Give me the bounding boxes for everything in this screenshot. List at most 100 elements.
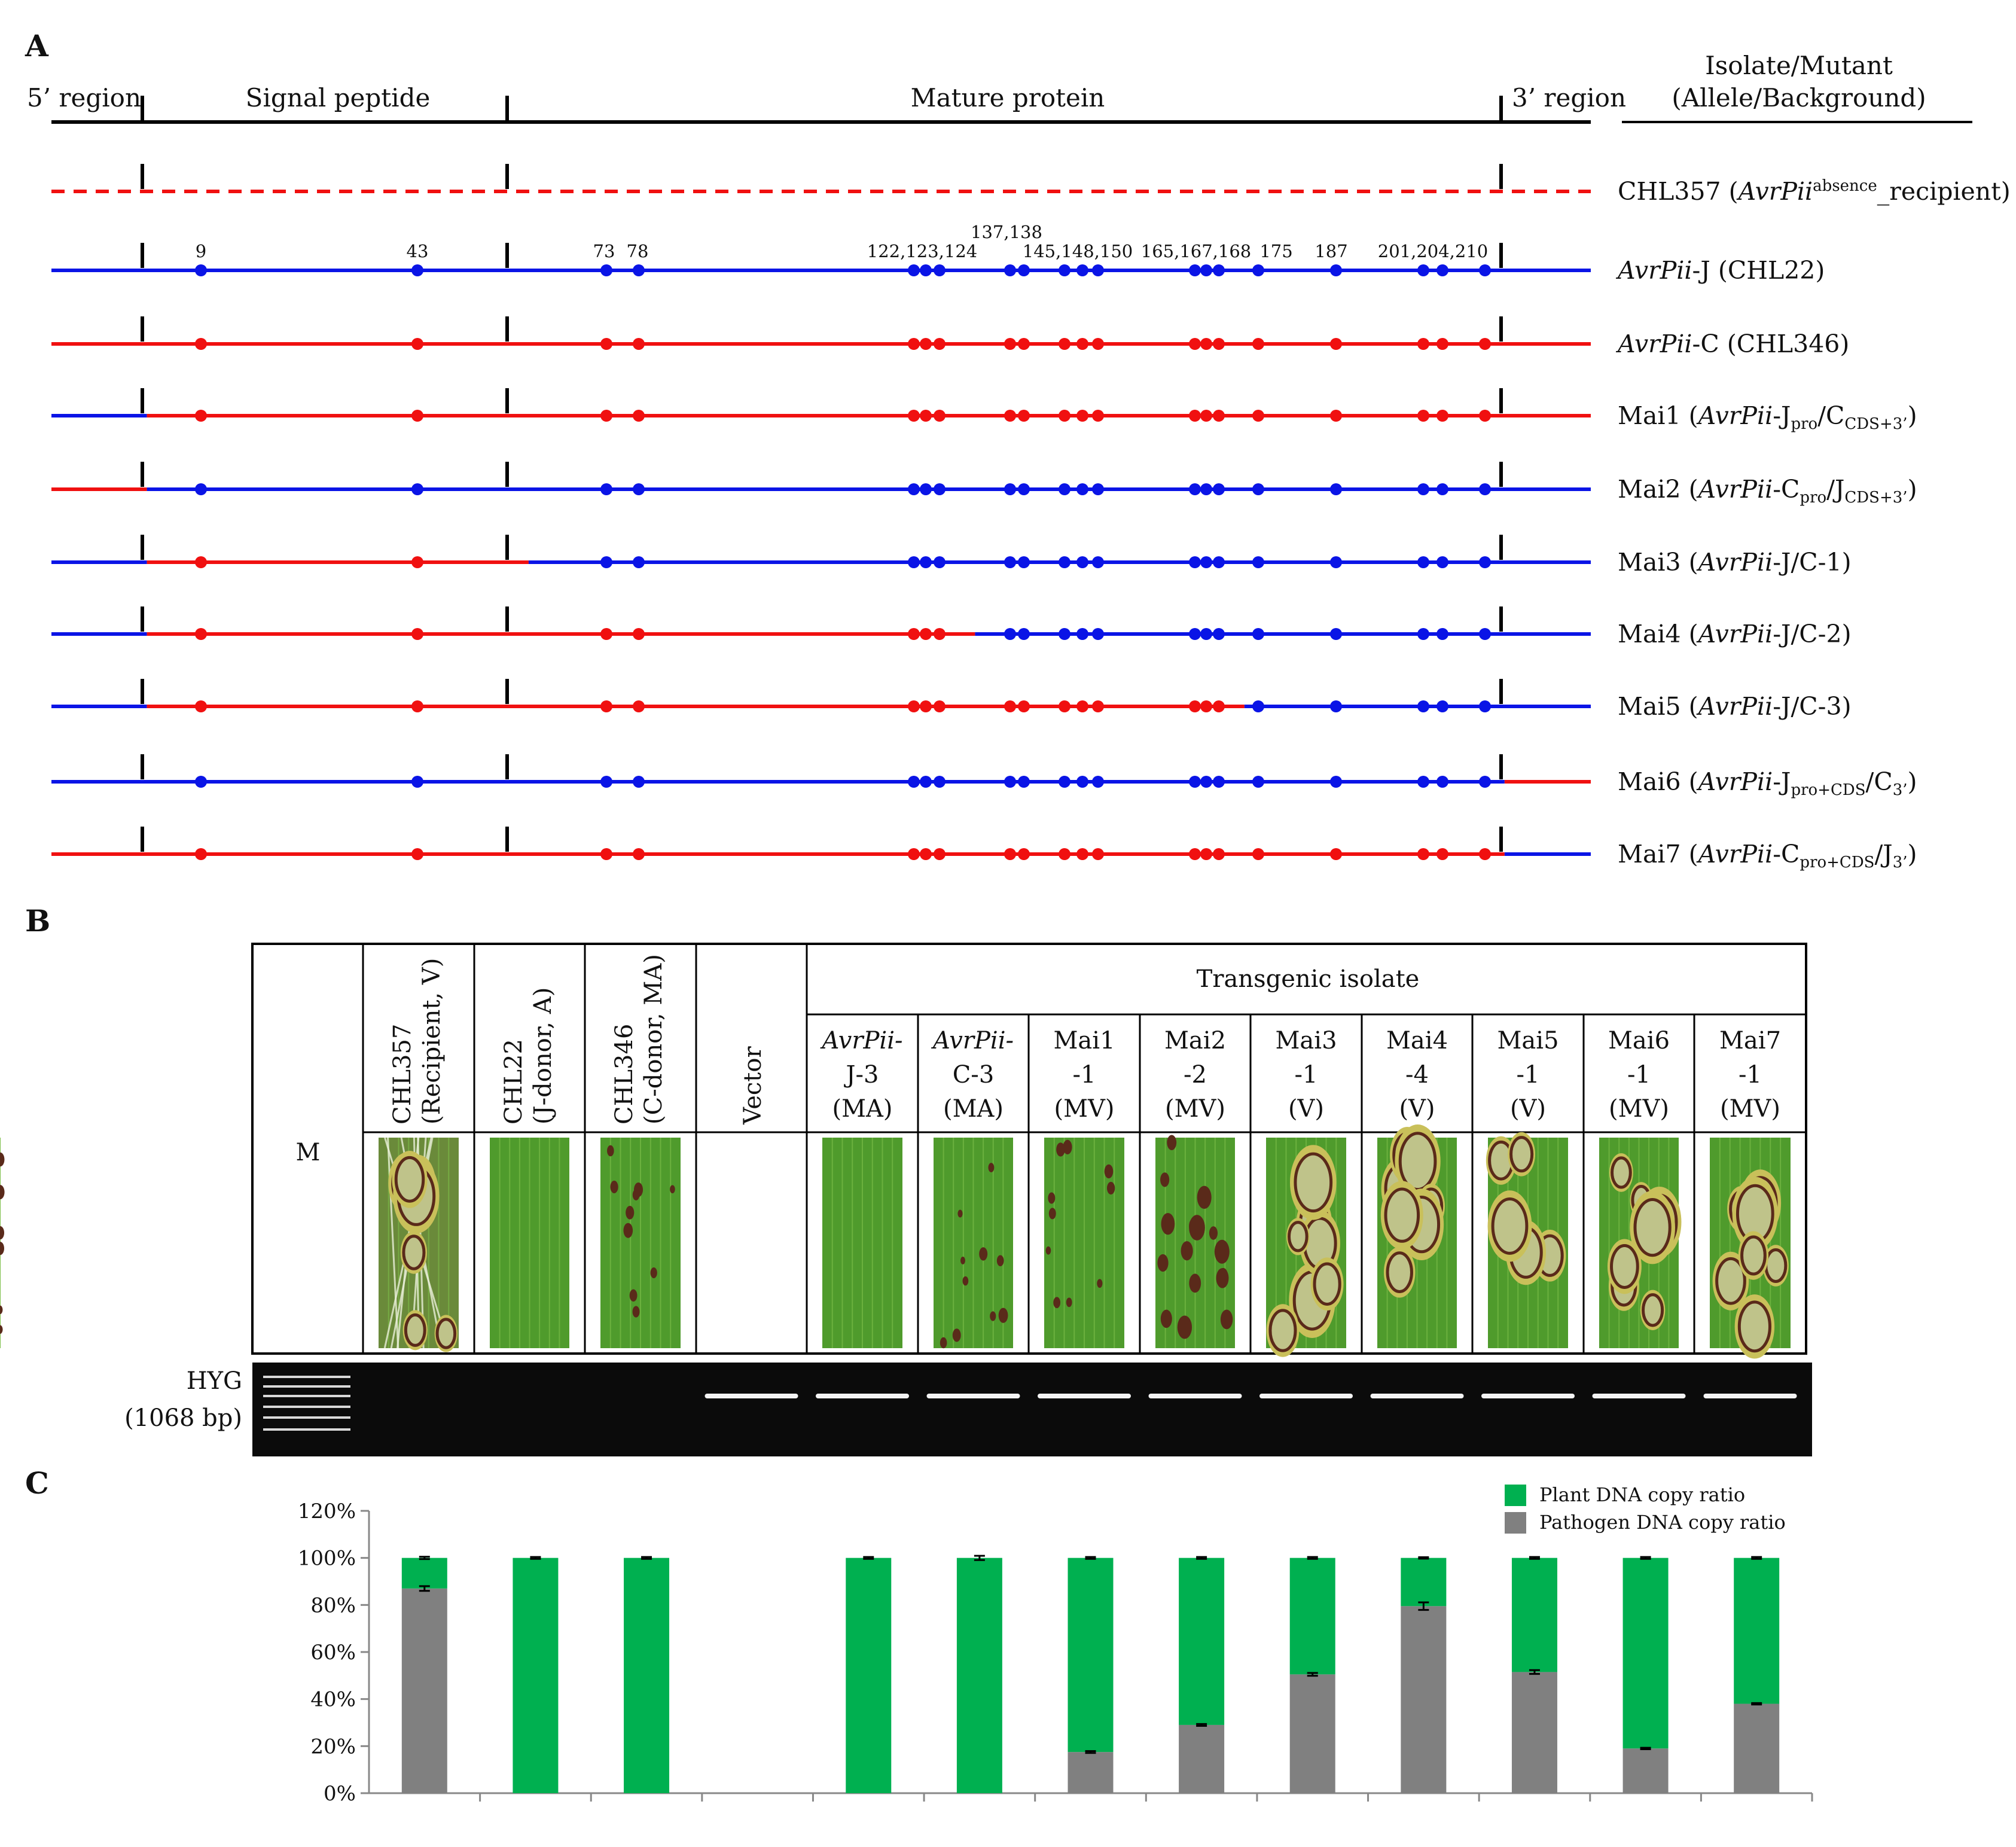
snp-site-dot <box>411 776 423 788</box>
label-part: pro+CDS <box>1791 781 1865 799</box>
bar-plant <box>1068 1558 1114 1752</box>
snp-site-dot <box>1436 410 1448 422</box>
leaf-image <box>1266 1138 1346 1357</box>
snp-site-dot <box>195 776 207 788</box>
col-label-vector: Vector <box>739 1046 767 1125</box>
snp-site-dot <box>1252 556 1264 568</box>
column-label-line: AvrPii- <box>931 1027 1014 1054</box>
lesion <box>626 1206 635 1220</box>
lesion <box>0 1152 5 1167</box>
snp-site-dot <box>1059 776 1070 788</box>
lesion <box>979 1247 988 1261</box>
snp-site-dot <box>633 556 645 568</box>
lesion <box>1167 1135 1177 1150</box>
bar-plant <box>401 1558 447 1589</box>
snp-site-dot <box>908 338 920 350</box>
hyg-band <box>816 1394 909 1398</box>
snp-site-dot <box>1252 848 1264 860</box>
region-mature-protein: Mature protein <box>911 83 1105 112</box>
label-part: AvrPii <box>1696 475 1773 504</box>
lesion <box>1764 1248 1788 1284</box>
y-tick-label: 40% <box>310 1688 356 1712</box>
lesion <box>1509 1136 1534 1173</box>
column-label-line: Mai2 <box>1164 1027 1226 1054</box>
label-part: AvrPii- <box>820 1027 903 1054</box>
lesion <box>960 1257 966 1264</box>
column-label-line: (V) <box>1288 1095 1324 1123</box>
label-part: Mai2 ( <box>1618 475 1698 504</box>
bar-pathogen <box>1622 1748 1669 1793</box>
snp-site-dot <box>1059 483 1070 495</box>
snp-site-dot <box>1076 338 1088 350</box>
snp-site-dot <box>1200 776 1212 788</box>
col-label-chl357-line1: CHL357 <box>389 1024 416 1124</box>
snp-site-dot <box>1479 338 1491 350</box>
leaf-image <box>1155 1135 1235 1348</box>
leaf-image <box>934 1138 1013 1349</box>
snp-site-dot <box>195 556 207 568</box>
lesion <box>1066 1297 1072 1307</box>
allele-row: Mai7 (AvrPii-Cpro+CDS​/J3’​) <box>51 827 1917 871</box>
lesion <box>1045 1246 1051 1255</box>
snp-site-dot <box>1252 410 1264 422</box>
bar-plant <box>1289 1558 1335 1675</box>
snp-site-dot <box>1059 264 1070 276</box>
snp-site-dot <box>1436 776 1448 788</box>
snp-site-dot <box>934 264 946 276</box>
snp-site-dot <box>633 410 645 422</box>
lesion <box>1160 1309 1172 1328</box>
label-part: Mai3 <box>1275 1027 1337 1054</box>
snp-site-dot <box>600 700 612 712</box>
pcr-gel <box>252 1363 1812 1456</box>
bar-group <box>956 1555 1002 1793</box>
lesion <box>1610 1243 1639 1289</box>
lesion <box>1642 1293 1664 1327</box>
allele-row: AvrPii-C (CHL346) <box>51 316 1849 358</box>
bar-pathogen <box>401 1588 447 1793</box>
snp-site-dot <box>1200 556 1212 568</box>
snp-site-dot <box>1330 700 1342 712</box>
snp-site-dot <box>1200 848 1212 860</box>
snp-site-dot <box>920 338 932 350</box>
snp-site-dot <box>1479 700 1491 712</box>
label-part: -1 <box>1295 1061 1318 1089</box>
snp-site-dot <box>600 264 612 276</box>
bar-plant <box>624 1558 670 1793</box>
snp-site-dot <box>1004 848 1016 860</box>
lesion <box>1189 1215 1205 1241</box>
lesion <box>962 1276 969 1286</box>
bar-plant <box>513 1558 559 1793</box>
snp-site-dot <box>934 848 946 860</box>
lesion <box>0 1325 3 1334</box>
lesion <box>1220 1309 1233 1330</box>
snp-site-dot <box>600 848 612 860</box>
column-label-line: Mai5 <box>1497 1027 1558 1054</box>
column-label-line: Mai1 <box>1053 1027 1115 1054</box>
snp-site-dot <box>920 776 932 788</box>
region-signal-peptide: Signal peptide <box>246 83 431 112</box>
lesion <box>1740 1235 1767 1276</box>
snp-site-dot <box>1330 776 1342 788</box>
leaf-image <box>1486 1132 1568 1348</box>
label-part: 3’ <box>1893 854 1908 871</box>
lesion <box>988 1163 995 1172</box>
site-label: 43 <box>407 241 429 261</box>
lesion <box>1063 1139 1072 1154</box>
y-tick-label: 60% <box>310 1641 356 1665</box>
phenotype-table-grid <box>251 943 1807 1355</box>
lesion <box>998 1307 1008 1323</box>
site-label: 73 <box>593 241 615 261</box>
bar-pathogen <box>1401 1606 1447 1793</box>
allele-row: AvrPii-J (CHL22) <box>51 243 1825 285</box>
snp-site-dot <box>1189 338 1201 350</box>
hyg-band <box>1703 1394 1797 1398</box>
snp-site-dot <box>600 410 612 422</box>
snp-site-dot <box>195 483 207 495</box>
lesion <box>1048 1192 1056 1204</box>
snp-site-dot <box>1213 776 1225 788</box>
lesion <box>1216 1268 1229 1288</box>
snp-site-dot <box>1479 483 1491 495</box>
leaf-image <box>1599 1138 1682 1348</box>
lesion <box>1491 1197 1529 1255</box>
lesion <box>610 1180 618 1194</box>
